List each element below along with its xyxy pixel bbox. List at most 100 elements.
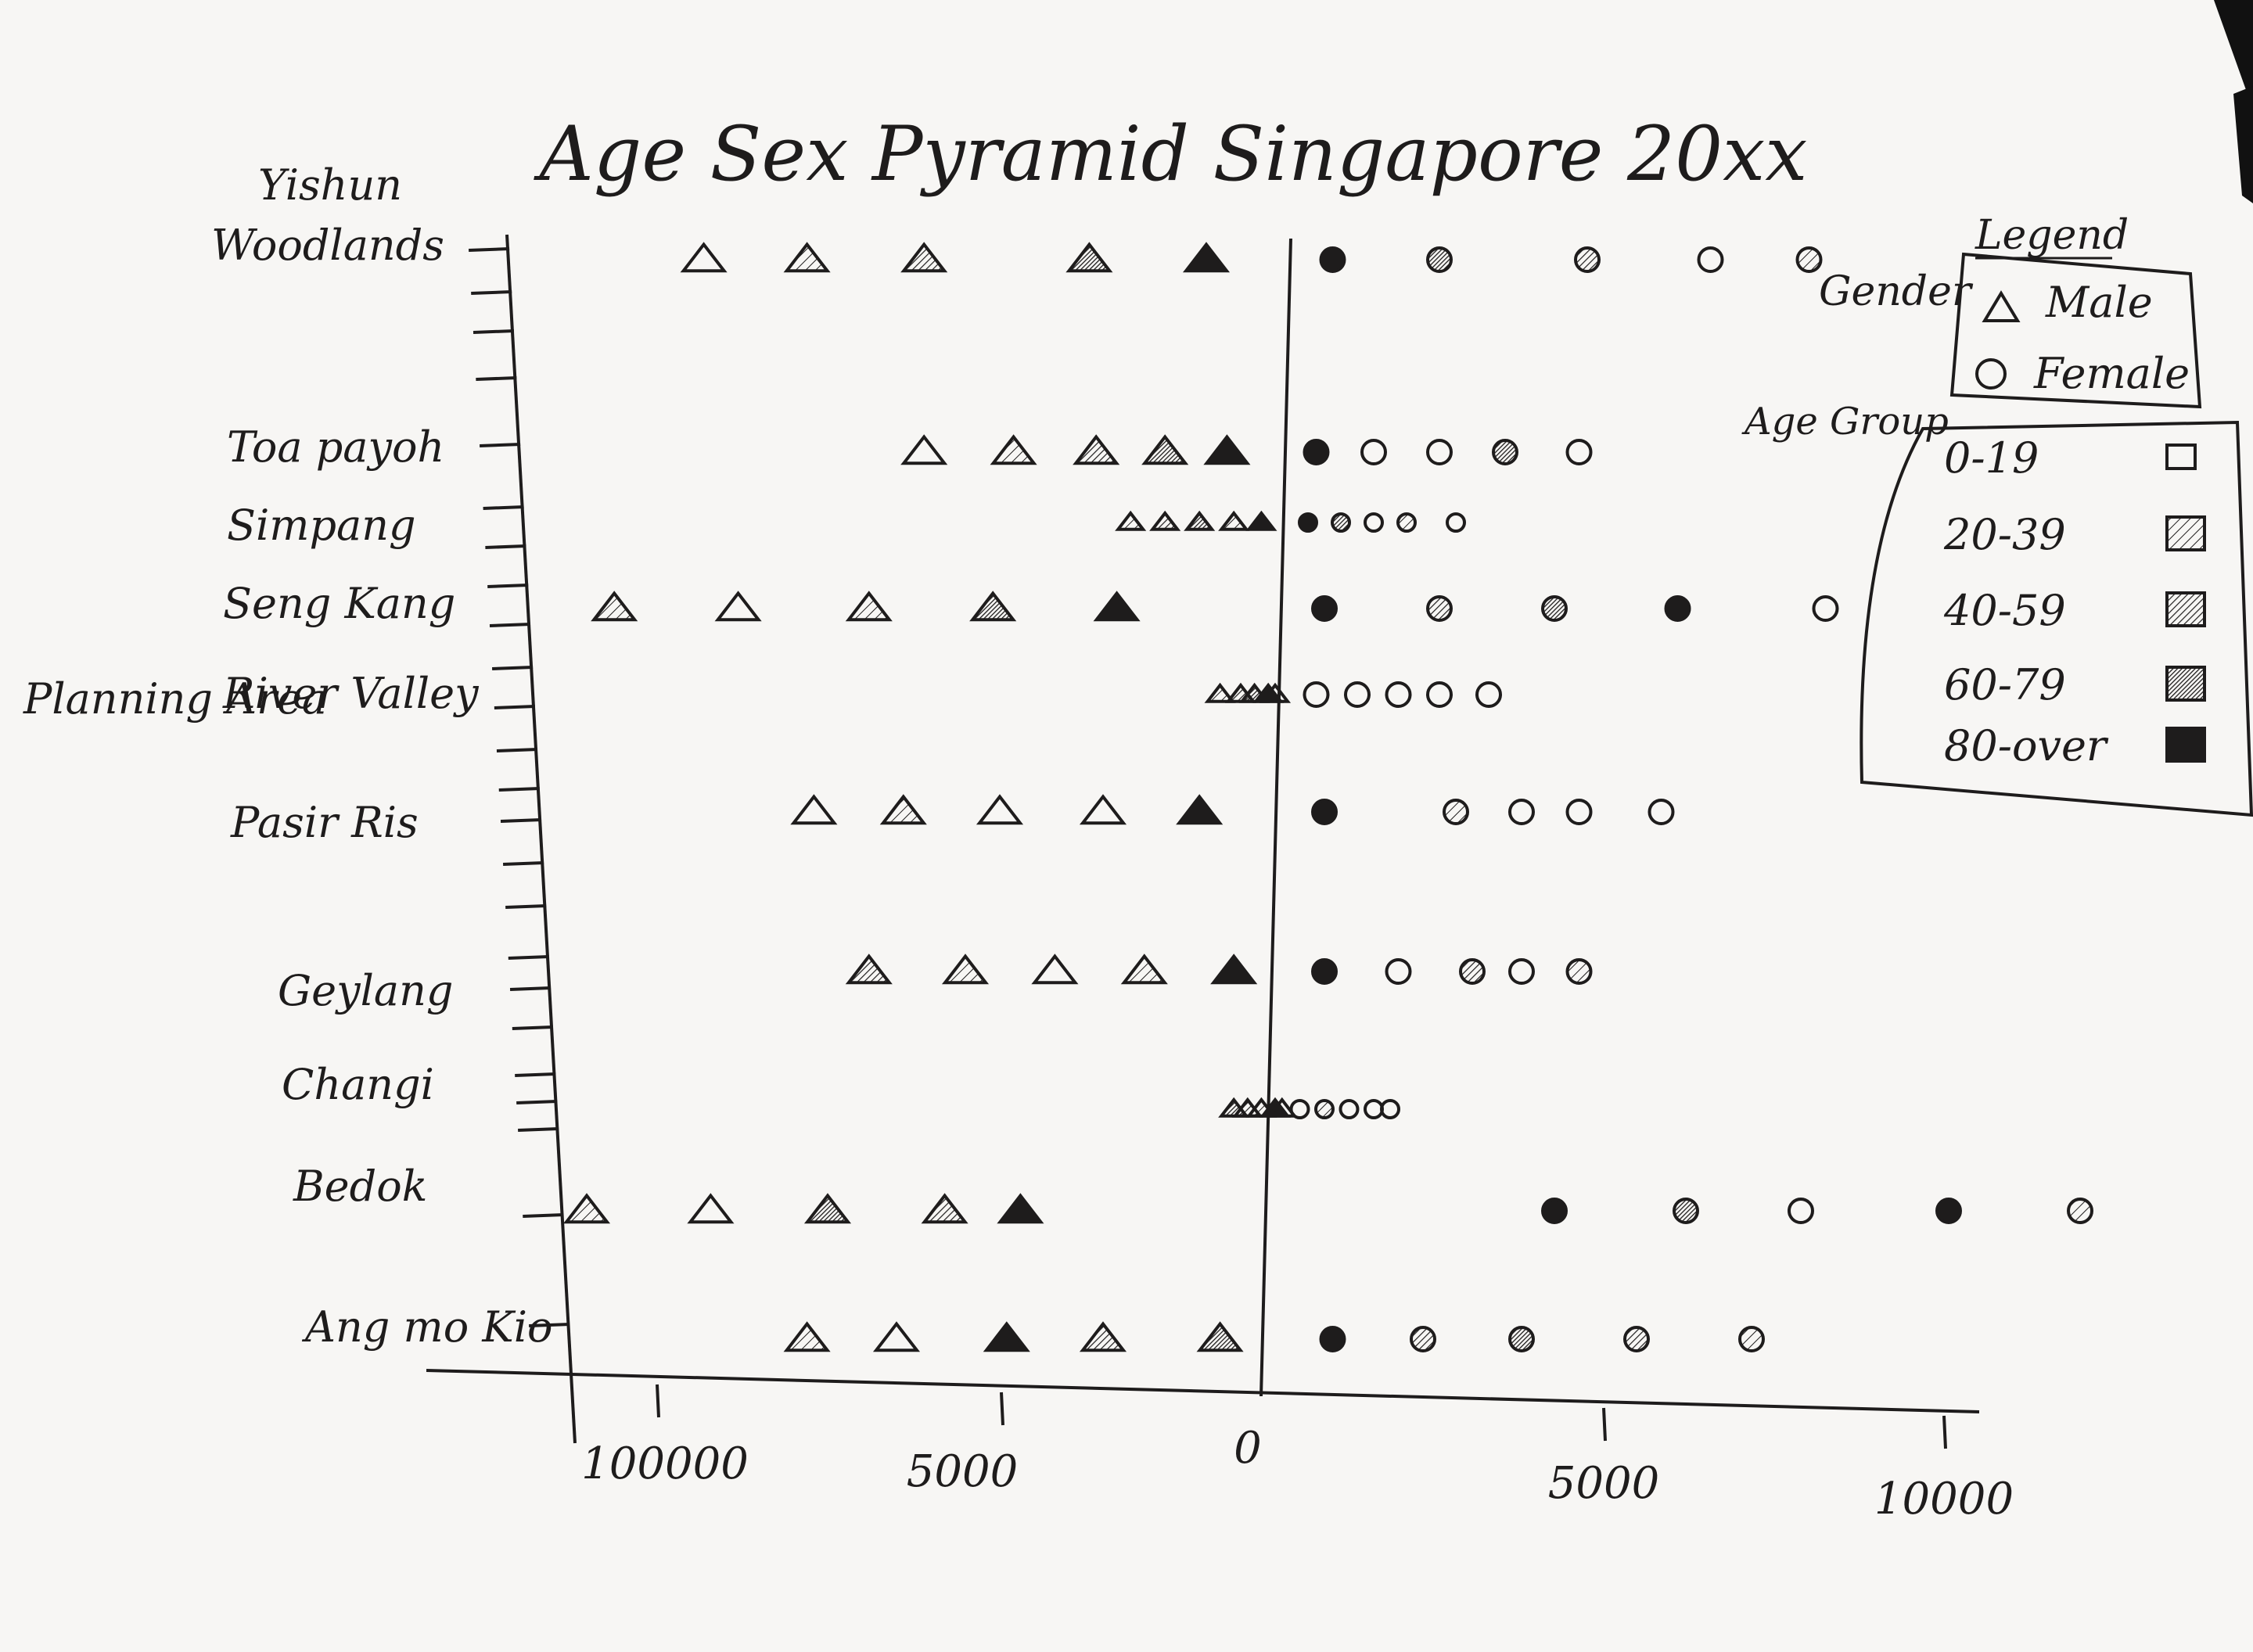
y-tick-label: Geylang <box>278 966 453 1015</box>
male-marker-bedok <box>803 1193 852 1224</box>
male-marker-ang-mo-kio <box>983 1321 1030 1352</box>
y-tick-mark <box>471 290 512 295</box>
female-marker-pasir-ris <box>1565 799 1593 825</box>
female-marker-geylang <box>1565 958 1593 985</box>
x-tick-label: 100000 <box>581 1438 749 1489</box>
legend-age-group-label: Age Group <box>1741 400 1949 444</box>
legend-age-label: 40-59 <box>1943 586 2066 635</box>
male-marker-simpang <box>1149 510 1181 531</box>
male-marker-toa-payoh <box>990 434 1037 465</box>
female-marker-changi <box>1380 1099 1400 1119</box>
female-marker-ang-mo-kio <box>1738 1326 1765 1352</box>
female-marker-toa-payoh <box>1426 439 1453 465</box>
female-marker-geylang <box>1459 958 1486 985</box>
male-marker-simpang <box>1245 510 1277 531</box>
data-markers <box>562 242 2093 1352</box>
y-tick-mark <box>480 443 521 447</box>
y-tick-mark <box>516 1100 558 1104</box>
male-marker-simpang <box>1184 510 1216 531</box>
female-marker-woodlands <box>1697 246 1724 273</box>
y-tick-mark <box>476 376 517 381</box>
female-marker-woodlands <box>1426 246 1453 273</box>
female-marker-river-valley <box>1426 681 1453 708</box>
female-marker-simpang <box>1331 512 1351 533</box>
x-tick-label: 10000 <box>1874 1474 2014 1525</box>
male-marker-geylang <box>845 953 893 985</box>
female-marker-ang-mo-kio <box>1508 1326 1535 1352</box>
male-marker-simpang <box>1115 510 1147 531</box>
x-axis-line <box>426 1369 1980 1413</box>
y-tick-mark <box>469 247 510 252</box>
legend-age-label: 20-39 <box>1943 510 2066 559</box>
male-marker-geylang <box>941 953 990 985</box>
male-marker-geylang <box>1120 953 1168 985</box>
x-tick-mark <box>1602 1407 1607 1442</box>
female-marker-bedok <box>1673 1198 1699 1224</box>
female-marker-river-valley <box>1344 681 1371 708</box>
y-axis-label: Planning Area <box>23 674 327 724</box>
male-marker-bedok <box>562 1193 611 1224</box>
y-tick-mark <box>487 584 529 588</box>
female-marker-river-valley <box>1385 681 1412 708</box>
female-marker-bedok <box>1788 1198 1814 1224</box>
female-marker-pasir-ris <box>1648 799 1675 825</box>
age-swatch-icon <box>2165 515 2206 551</box>
female-marker-geylang <box>1508 958 1535 985</box>
female-marker-ang-mo-kio <box>1410 1326 1436 1352</box>
female-marker-pasir-ris <box>1508 799 1535 825</box>
female-marker-seng-kang <box>1311 595 1338 622</box>
scan-edge-mark <box>2233 86 2253 203</box>
male-marker-toa-payoh <box>1141 434 1189 465</box>
female-marker-changi <box>1314 1099 1335 1119</box>
female-marker-simpang <box>1298 512 1318 533</box>
y-tick-label: Woodlands <box>211 221 444 270</box>
male-marker-seng-kang <box>714 591 762 622</box>
female-marker-simpang <box>1364 512 1384 533</box>
female-circle-icon <box>1975 358 2007 390</box>
y-tick-mark <box>529 1323 570 1327</box>
female-marker-toa-payoh <box>1492 439 1518 465</box>
x-ticks: 100000 5000 0 5000 10000 <box>581 1384 2014 1525</box>
y-tick-mark <box>485 544 526 549</box>
female-marker-bedok <box>1935 1198 1962 1224</box>
male-marker-pasir-ris <box>1079 794 1127 825</box>
y-tick-mark <box>505 904 547 909</box>
male-marker-bedok <box>687 1193 735 1224</box>
y-tick-mark <box>494 705 535 709</box>
female-marker-seng-kang <box>1426 595 1453 622</box>
male-marker-ang-mo-kio <box>783 1321 831 1352</box>
female-marker-woodlands <box>1574 246 1601 273</box>
female-marker-seng-kang <box>1541 595 1568 622</box>
male-marker-toa-payoh <box>900 434 948 465</box>
x-tick-mark <box>1000 1392 1004 1426</box>
x-tick-label: 5000 <box>907 1446 1019 1497</box>
svg-text:Planning Area: Planning Area <box>23 674 327 724</box>
legend-female-label: Female <box>2033 349 2190 398</box>
y-tick-mark <box>498 787 540 792</box>
y-tick-mark <box>489 623 531 627</box>
y-tick-label: River Valley <box>222 669 480 718</box>
male-marker-pasir-ris <box>790 794 838 825</box>
male-marker-geylang <box>1031 953 1079 985</box>
male-marker-pasir-ris <box>879 794 927 825</box>
female-marker-toa-payoh <box>1303 439 1330 465</box>
female-marker-pasir-ris <box>1311 799 1338 825</box>
legend-title: Legend <box>1975 212 2129 259</box>
y-tick-mark <box>523 1213 564 1218</box>
y-tick-mark <box>496 748 538 752</box>
legend: Legend Gender Male Female Age Group 0-19… <box>1741 212 2253 817</box>
y-tick-mark <box>500 818 542 823</box>
y-axis-line <box>505 234 577 1444</box>
male-marker-woodlands <box>680 242 728 273</box>
legend-age-label: 60-79 <box>1944 660 2066 709</box>
scan-corner-mark <box>2214 0 2253 110</box>
y-tick-label: Yishun <box>258 160 402 210</box>
y-tick-label: Toa payoh <box>227 422 444 472</box>
female-marker-seng-kang <box>1664 595 1691 622</box>
male-marker-bedok <box>921 1193 968 1224</box>
x-tick-mark <box>656 1384 660 1418</box>
female-marker-changi <box>1289 1099 1310 1119</box>
male-marker-ang-mo-kio <box>872 1321 921 1352</box>
legend-age-label: 80-over <box>1944 721 2109 770</box>
